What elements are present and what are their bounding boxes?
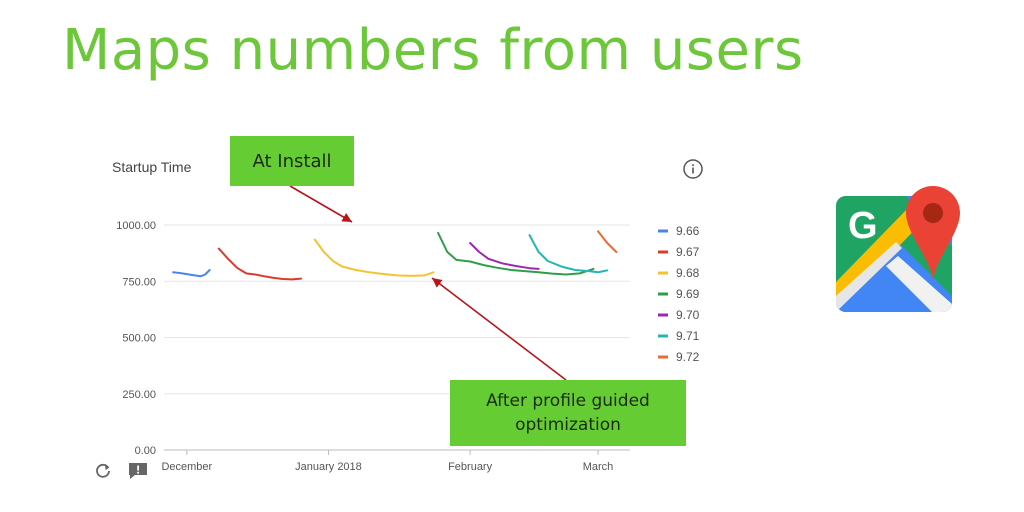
legend-label: 9.67 [676, 245, 700, 259]
chart-title: Startup Time [112, 159, 192, 175]
legend-label: 9.72 [676, 350, 700, 364]
google-maps-logo: G [836, 186, 960, 312]
legend-label: 9.68 [676, 266, 700, 280]
y-tick-label: 750.00 [122, 276, 156, 288]
pgo-arrow [431, 277, 567, 381]
legend-label: 9.69 [676, 287, 700, 301]
at-install-callout: At Install [230, 136, 354, 186]
legend-label: 9.70 [676, 308, 700, 322]
slide-title: Maps numbers from users [62, 18, 804, 83]
chart-legend: 9.66 9.67 9.68 9.69 9.70 9.71 9.72 [658, 224, 700, 364]
series-line-9-71 [528, 234, 609, 274]
series-line-9-68 [313, 238, 435, 277]
series-line-9-67 [217, 247, 303, 281]
x-tick-label: January 2018 [295, 461, 362, 473]
series-line-9-69 [437, 231, 595, 276]
series-line-9-72 [597, 230, 618, 253]
x-tick-label: February [448, 461, 493, 473]
y-tick-label: 500.00 [122, 333, 156, 345]
chart-grid [164, 224, 630, 395]
x-tick-label: March [583, 461, 614, 473]
y-axis-ticks: 1000.00 750.00 500.00 250.00 0.00 [116, 220, 156, 457]
after-pgo-callout: After profile guided optimization [450, 380, 686, 446]
install-arrow [289, 185, 353, 223]
svg-text:G: G [848, 205, 878, 247]
refresh-icon[interactable] [94, 462, 112, 480]
x-tick-label: December [161, 461, 212, 473]
series-line-9-66 [172, 269, 211, 278]
legend-label: 9.71 [676, 329, 700, 343]
series-line-9-70 [469, 242, 540, 270]
info-icon[interactable] [682, 158, 704, 180]
y-tick-label: 1000.00 [116, 220, 156, 232]
feedback-icon[interactable] [127, 461, 149, 481]
legend-label: 9.66 [676, 224, 700, 238]
y-tick-label: 0.00 [135, 445, 156, 457]
x-axis-ticks: December January 2018 February March [161, 450, 613, 473]
chart-series [172, 230, 618, 281]
y-tick-label: 250.00 [122, 389, 156, 401]
